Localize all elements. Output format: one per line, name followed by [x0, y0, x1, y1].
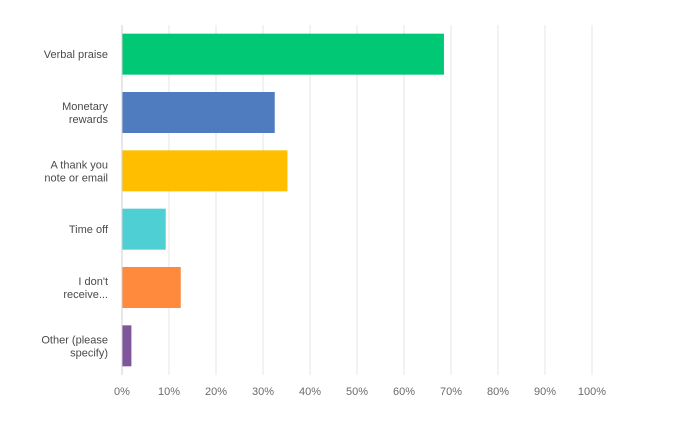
x-tick-labels: 0% 10% 20% 30% 40% 50% 60% 70% 80% 90% 100% — [114, 386, 606, 398]
x-tick-label: 40% — [299, 386, 321, 398]
category-label: Other (please — [41, 334, 108, 346]
bar[interactable] — [122, 267, 181, 308]
bar[interactable] — [122, 150, 288, 192]
category-label: Time off — [69, 224, 109, 236]
category-label: specify) — [70, 347, 108, 359]
bar[interactable] — [122, 208, 166, 250]
bars — [122, 33, 444, 367]
x-tick-label: 60% — [393, 386, 415, 398]
bar[interactable] — [122, 33, 444, 75]
x-tick-label: 80% — [487, 386, 509, 398]
category-label: Verbal praise — [44, 49, 108, 61]
gridlines — [168, 25, 593, 375]
x-tick-label: 20% — [205, 386, 227, 398]
x-tick-label: 10% — [158, 386, 180, 398]
category-label: I don't — [78, 276, 108, 288]
x-tick-label: 0% — [114, 386, 130, 398]
category-label: receive... — [63, 289, 108, 301]
x-tick-label: 70% — [440, 386, 462, 398]
category-label: Monetary — [62, 101, 108, 113]
category-label: note or email — [44, 172, 108, 184]
bar[interactable] — [122, 92, 275, 133]
x-tick-label: 30% — [252, 386, 274, 398]
category-label: rewards — [69, 114, 109, 126]
bar[interactable] — [122, 325, 132, 367]
x-tick-label: 90% — [534, 386, 556, 398]
x-tick-label: 100% — [578, 386, 606, 398]
x-tick-label: 50% — [346, 386, 368, 398]
category-label: A thank you — [51, 159, 109, 171]
